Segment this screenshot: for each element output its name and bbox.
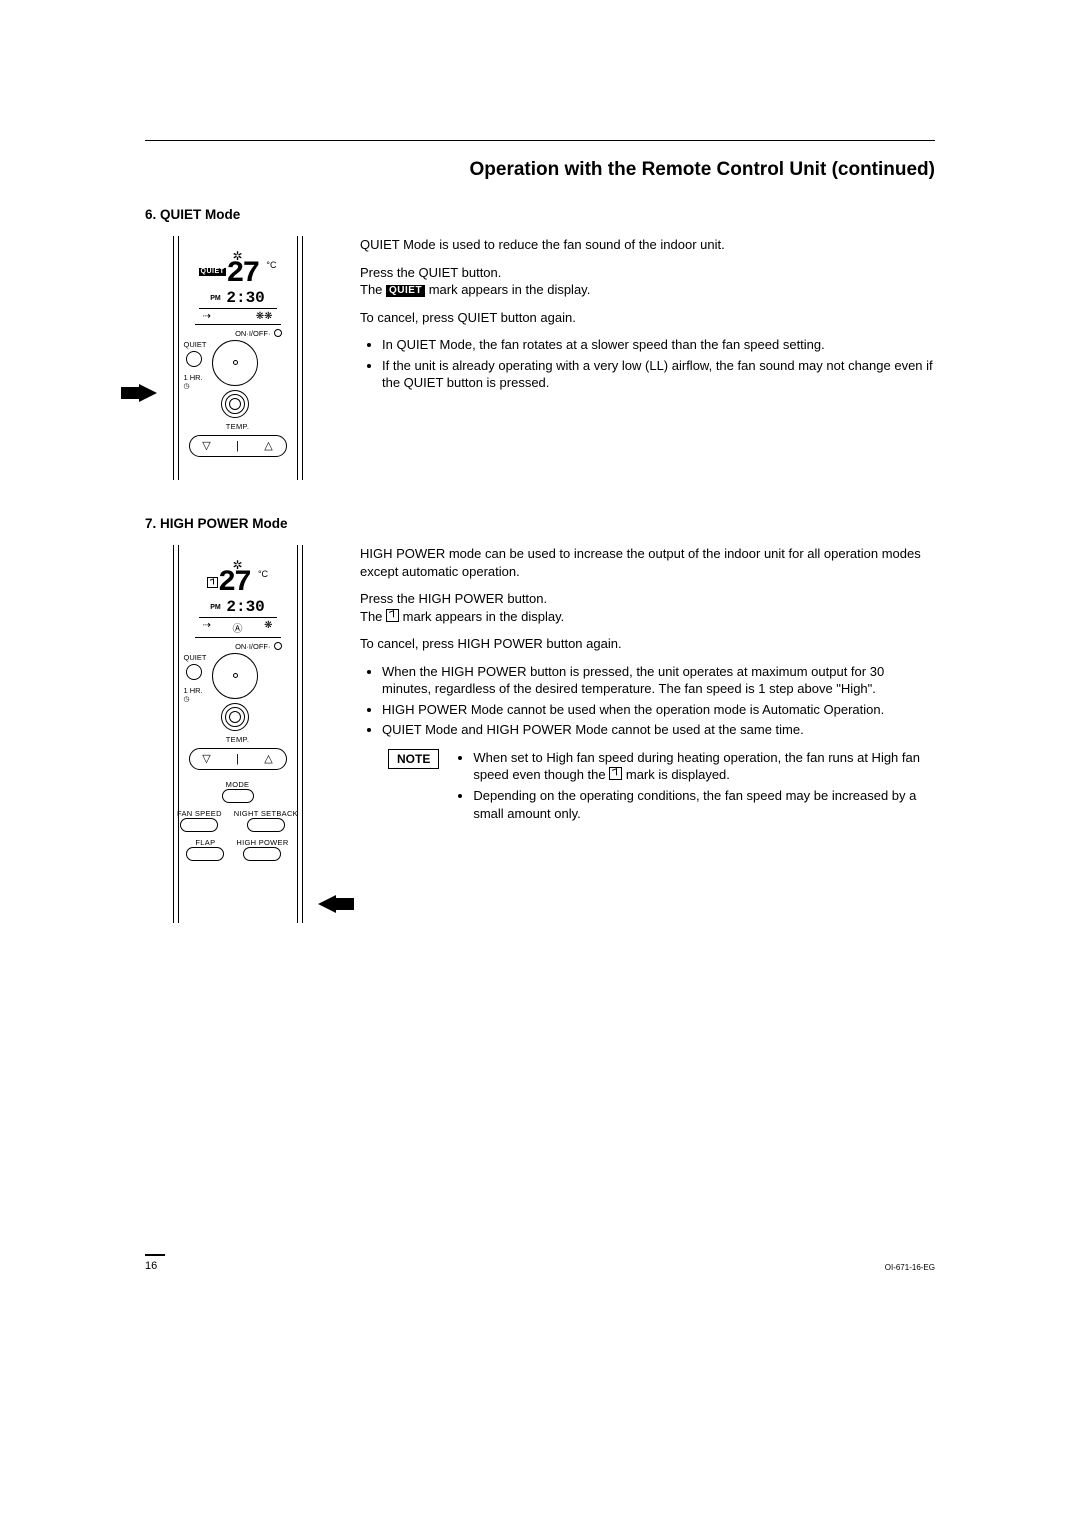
manual-page: Operation with the Remote Control Unit (…: [0, 0, 1080, 1320]
mark-text-pre: The: [360, 609, 386, 624]
mode-button[interactable]: [222, 789, 254, 803]
pointer-arrow-right: [139, 384, 157, 402]
display-icons: ⇢❋❋: [199, 311, 277, 322]
flap-label: FLAP: [186, 838, 224, 847]
display-pm: PM: [210, 295, 221, 302]
fanspeed-button[interactable]: [180, 818, 218, 832]
triangle-up-icon: △: [264, 439, 272, 452]
quiet-intro: QUIET Mode is used to reduce the fan sou…: [360, 236, 935, 254]
highpower-button[interactable]: [243, 847, 281, 861]
display-time: 2:30: [226, 598, 264, 616]
section-7: ✲ 27 °C PM 2:30 ⇢Ⓐ❋ ON·I/OFF·: [145, 545, 935, 923]
1hr-button[interactable]: [221, 703, 249, 731]
remote-illustration-quiet: ✲ QUIET 27 °C PM 2:30 ⇢❋❋ ON·I/OFF: [145, 236, 330, 480]
nightsetback-label: NIGHT SETBACK: [234, 809, 298, 818]
onoff-label: ON·I/OFF·: [235, 329, 270, 338]
quiet-label: QUIET: [184, 340, 207, 349]
note-label: NOTE: [388, 749, 439, 769]
page-number: 16: [145, 1260, 157, 1272]
1hr-label: 1 HR.: [184, 373, 207, 382]
note-bullet: When set to High fan speed during heatin…: [473, 749, 935, 784]
display-temp: 27: [218, 571, 258, 597]
page-title: Operation with the Remote Control Unit (…: [145, 159, 935, 181]
rule-top: [145, 140, 935, 141]
hp-bullet: QUIET Mode and HIGH POWER Mode cannot be…: [382, 721, 935, 739]
quiet-button[interactable]: [186, 664, 202, 680]
page-footer: 16 OI-671-16-EG: [145, 1254, 935, 1272]
nightsetback-button[interactable]: [247, 818, 285, 832]
quiet-mark-icon: QUIET: [386, 285, 425, 297]
quiet-badge-icon: QUIET: [199, 268, 227, 276]
quiet-press: Press the QUIET button.: [360, 265, 501, 280]
quiet-bullet: If the unit is already operating with a …: [382, 357, 935, 392]
pointer-arrow-left: [318, 895, 336, 913]
hp-intro: HIGH POWER mode can be used to increase …: [360, 545, 935, 580]
clock-icon: ◷: [184, 382, 207, 390]
flap-button[interactable]: [186, 847, 224, 861]
hp-bullets: When the HIGH POWER button is pressed, t…: [360, 663, 935, 739]
quiet-label: QUIET: [184, 653, 207, 662]
section-6: ✲ QUIET 27 °C PM 2:30 ⇢❋❋ ON·I/OFF: [145, 236, 935, 480]
quiet-button[interactable]: [186, 351, 202, 367]
display-temp: 27: [226, 262, 266, 288]
temp-rocker[interactable]: ▽ | △: [189, 435, 287, 457]
temp-label: TEMP.: [174, 735, 302, 744]
doc-code: OI-671-16-EG: [885, 1263, 935, 1272]
hp-bullet: HIGH POWER Mode cannot be used when the …: [382, 701, 935, 719]
mark-text-post: mark appears in the display.: [403, 609, 565, 624]
mark-text-post: mark appears in the display.: [429, 282, 591, 297]
onoff-label: ON·I/OFF·: [235, 642, 270, 651]
led-icon: [274, 642, 282, 650]
note-bullet: Depending on the operating conditions, t…: [473, 787, 935, 822]
quiet-bullet: In QUIET Mode, the fan rotates at a slow…: [382, 336, 935, 354]
1hr-button[interactable]: [221, 390, 249, 418]
triangle-down-icon: ▽: [202, 439, 210, 452]
highpower-mark-icon: [386, 609, 399, 622]
note-block: NOTE When set to High fan speed during h…: [388, 749, 935, 825]
fanspeed-label: FAN SPEED: [177, 809, 222, 818]
highpower-label: HIGH POWER: [236, 838, 288, 847]
display-icons: ⇢Ⓐ❋: [199, 620, 277, 635]
display-temp-unit: °C: [266, 260, 276, 270]
highpower-badge-icon: [207, 577, 218, 588]
hp-cancel: To cancel, press HIGH POWER button again…: [360, 635, 935, 653]
clock-icon: ◷: [184, 695, 207, 703]
hp-press: Press the HIGH POWER button.: [360, 591, 547, 606]
temp-label: TEMP.: [174, 422, 302, 431]
quiet-bullets: In QUIET Mode, the fan rotates at a slow…: [360, 336, 935, 392]
hp-bullet: When the HIGH POWER button is pressed, t…: [382, 663, 935, 698]
note-text: mark is displayed.: [626, 767, 730, 782]
display-time: 2:30: [226, 289, 264, 307]
display-temp-unit: °C: [258, 569, 268, 579]
mark-text-pre: The: [360, 282, 386, 297]
quiet-cancel: To cancel, press QUIET button again.: [360, 309, 935, 327]
display-pm: PM: [210, 604, 221, 611]
triangle-up-icon: △: [264, 752, 272, 765]
power-button[interactable]: [212, 653, 258, 699]
section-6-body: QUIET Mode is used to reduce the fan sou…: [360, 236, 935, 480]
highpower-mark-icon: [609, 767, 622, 780]
section-7-body: HIGH POWER mode can be used to increase …: [360, 545, 935, 923]
led-icon: [274, 329, 282, 337]
temp-rocker[interactable]: ▽ | △: [189, 748, 287, 770]
1hr-label: 1 HR.: [184, 686, 207, 695]
section-7-heading: 7. HIGH POWER Mode: [145, 516, 935, 531]
remote-illustration-highpower: ✲ 27 °C PM 2:30 ⇢Ⓐ❋ ON·I/OFF·: [145, 545, 330, 923]
triangle-down-icon: ▽: [202, 752, 210, 765]
power-button[interactable]: [212, 340, 258, 386]
mode-label: MODE: [174, 780, 302, 789]
section-6-heading: 6. QUIET Mode: [145, 207, 935, 222]
